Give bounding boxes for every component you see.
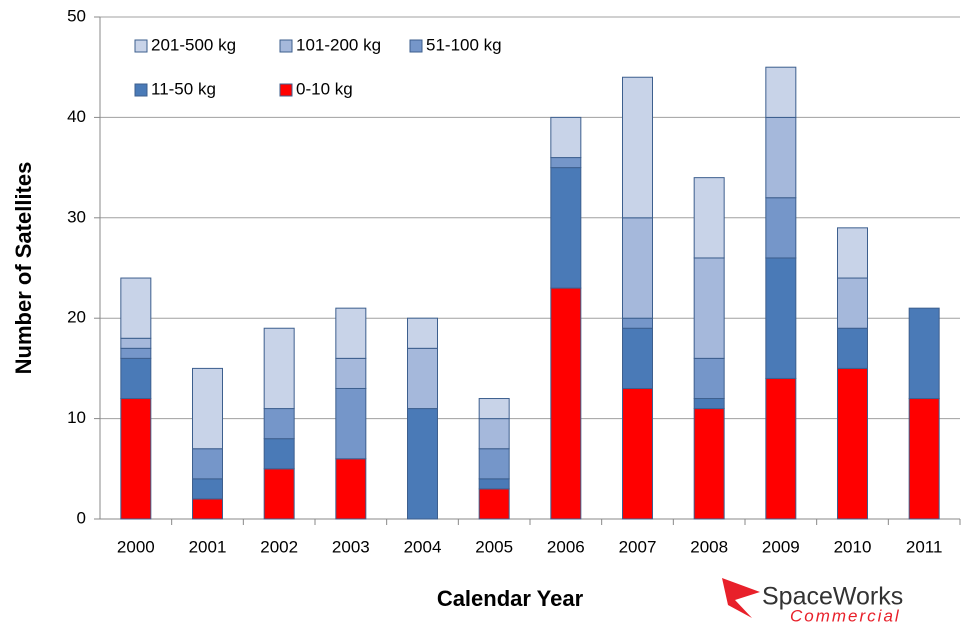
bar-segment	[120, 398, 152, 520]
bar-segment	[335, 357, 367, 389]
bar-segment	[120, 337, 152, 349]
y-tick-label: 0	[77, 508, 86, 527]
bar-segment	[693, 177, 725, 259]
bar-segment	[765, 116, 797, 199]
bar-segment	[693, 398, 725, 410]
x-tick-label: 2003	[332, 537, 370, 556]
bar-segment	[622, 217, 653, 319]
bar-segment	[263, 468, 295, 520]
bar-segment	[622, 327, 653, 389]
bar-segment	[120, 347, 152, 359]
bar-segment	[192, 478, 223, 500]
bar-segment	[693, 357, 725, 400]
bar-segment	[550, 116, 582, 159]
bar-segment	[263, 327, 295, 410]
bar-segment	[765, 257, 797, 379]
logo: SpaceWorks Commercial	[722, 578, 903, 625]
legend-swatch	[134, 39, 148, 53]
bar-segment	[550, 287, 582, 520]
bar-segment	[192, 498, 223, 520]
legend-label: 11-50 kg	[151, 79, 216, 98]
x-tick-label: 2006	[547, 537, 585, 556]
bar-segment	[407, 347, 438, 410]
x-tick-label: 2001	[189, 537, 227, 556]
bar-segment	[837, 327, 868, 369]
y-tick-label: 10	[67, 408, 86, 427]
bar-segment	[765, 66, 797, 118]
x-axis-title: Calendar Year	[437, 586, 584, 611]
bar-segment	[407, 317, 438, 349]
x-tick-label: 2000	[117, 537, 155, 556]
logo-name: SpaceWorks	[762, 583, 903, 611]
x-tick-label: 2007	[619, 537, 657, 556]
bar-segment	[622, 317, 653, 329]
x-tick-label: 2008	[690, 537, 728, 556]
bar-segment	[478, 398, 510, 420]
bar-segment	[765, 377, 797, 520]
bar-segment	[837, 277, 868, 329]
x-tick-label: 2009	[762, 537, 800, 556]
y-tick-label: 50	[67, 6, 86, 25]
legend-label: 201-500 kg	[151, 35, 236, 54]
bar-segment	[120, 277, 152, 339]
y-tick-label: 40	[67, 107, 86, 126]
bar-segment	[837, 227, 868, 279]
bar-segment	[837, 367, 868, 520]
bar-segment	[192, 367, 223, 450]
x-tick-label: 2011	[906, 537, 943, 556]
legend-label: 0-10 kg	[296, 79, 353, 98]
legend-swatch	[279, 83, 293, 97]
logo-icon	[722, 578, 760, 618]
legend-label: 101-200 kg	[296, 35, 381, 54]
y-tick-label: 30	[67, 207, 86, 226]
bar-segment	[335, 307, 367, 359]
legend-swatch	[279, 39, 293, 53]
bar-segment	[478, 478, 510, 490]
x-tick-label: 2002	[260, 537, 298, 556]
y-axis-title: Number of Satellites	[11, 162, 36, 375]
x-tick-label: 2004	[404, 537, 442, 556]
logo-tagline: Commercial	[790, 606, 901, 625]
bar-segment	[550, 167, 582, 289]
bar-segment	[478, 488, 510, 520]
y-tick-label: 20	[67, 308, 86, 327]
bar-segment	[263, 438, 295, 470]
bar-segment	[765, 197, 797, 259]
bar-segment	[693, 257, 725, 359]
bar-segment	[550, 157, 582, 169]
bar-segment	[908, 307, 940, 400]
bar-segment	[478, 448, 510, 480]
x-tick-label: 2005	[475, 537, 513, 556]
bar-segment	[908, 398, 940, 520]
bar-segment	[263, 408, 295, 440]
bar-segment	[120, 357, 152, 400]
x-tick-label: 2010	[834, 537, 872, 556]
bar-segment	[622, 387, 653, 520]
bar-segment	[335, 387, 367, 460]
bar-segment	[407, 408, 438, 520]
legend-label: 51-100 kg	[426, 35, 502, 54]
legend-swatch	[134, 83, 148, 97]
bar-segment	[478, 418, 510, 450]
legend-swatch	[409, 39, 423, 53]
bar-segment	[693, 408, 725, 520]
bar-segment	[335, 458, 367, 520]
bar-segment	[192, 448, 223, 480]
bar-segment	[622, 76, 653, 219]
